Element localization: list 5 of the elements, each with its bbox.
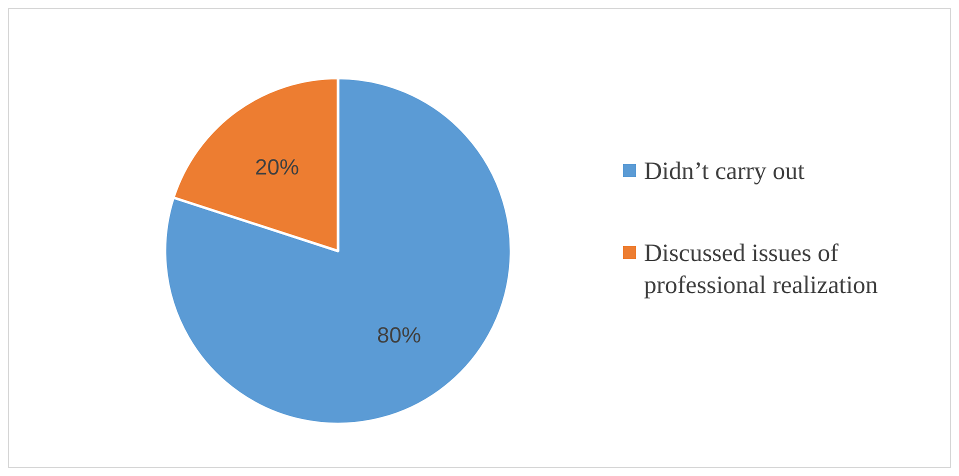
pie-slice <box>164 76 512 426</box>
legend-label: Discussed issues of professional realization <box>644 240 878 298</box>
data-label: 80% <box>376 322 422 348</box>
legend-label: Didn’t carry out <box>644 158 805 184</box>
data-label: 20% <box>254 154 300 180</box>
